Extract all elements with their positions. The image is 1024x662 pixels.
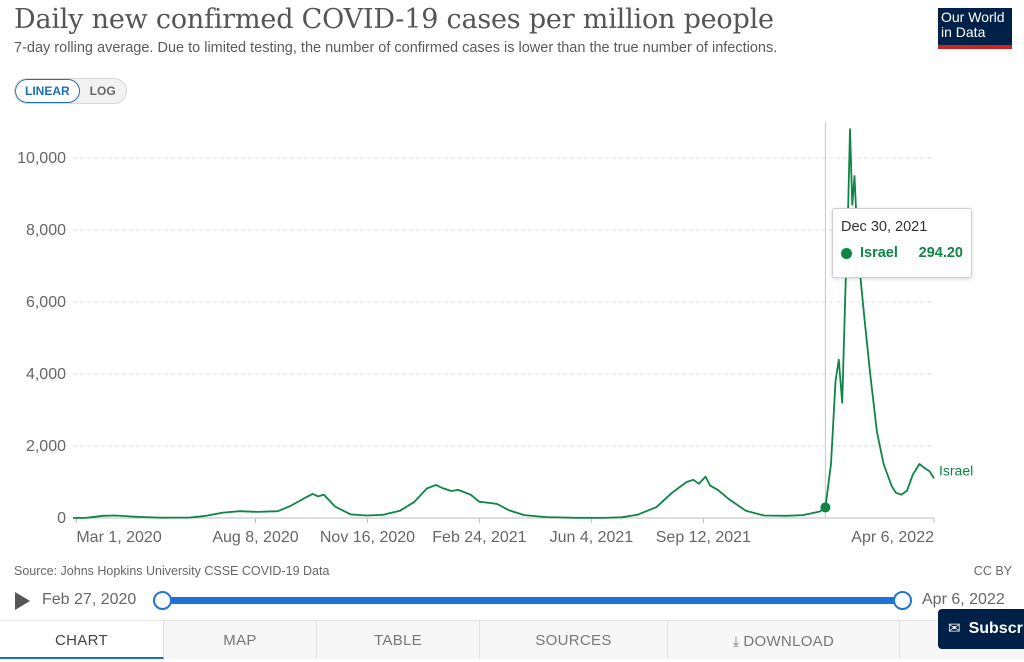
timeline-end-handle[interactable]: [893, 591, 912, 610]
tooltip-series-dot: [841, 247, 852, 259]
timeline-start-handle[interactable]: [153, 591, 172, 610]
mail-icon: ✉: [948, 620, 961, 637]
series-label-israel: Israel: [939, 462, 973, 478]
series-line-israel: [72, 128, 935, 519]
y-gridlines: [73, 157, 934, 519]
play-icon[interactable]: [15, 592, 30, 610]
tooltip-row: Israel 294.20: [841, 245, 963, 261]
y-tick-label: 0: [57, 510, 66, 527]
tab-download-label: DOWNLOAD: [743, 633, 835, 650]
x-tick-label: Jun 4, 2021: [550, 529, 634, 546]
highlight-point: [820, 502, 831, 513]
tab-map[interactable]: MAP: [164, 621, 317, 659]
log-scale-button[interactable]: LOG: [89, 84, 116, 98]
line-chart[interactable]: 0 2,000 4,000 6,000 8,000 10,000 Mar 1, 2020 A…: [0, 110, 1024, 550]
logo-line-2: in Data: [941, 24, 986, 40]
subscribe-label: Subscribe: [968, 620, 1024, 637]
x-tick-label: Apr 6, 2022: [851, 529, 934, 546]
tooltip-value: 294.20: [918, 245, 963, 261]
hover-tooltip: Dec 30, 2021 Israel 294.20: [832, 208, 972, 278]
y-tick-label: 8,000: [26, 222, 66, 239]
x-tick-label: Aug 8, 2020: [212, 529, 298, 546]
x-axis-tick-labels: Mar 1, 2020 Aug 8, 2020 Nov 16, 2020 Feb 24…: [75, 518, 935, 546]
tab-table[interactable]: TABLE: [317, 621, 480, 659]
source-link[interactable]: Source: Johns Hopkins University CSSE CO…: [14, 564, 330, 578]
logo-line-1: Our World: [941, 9, 1005, 25]
linear-scale-button[interactable]: LINEAR: [15, 79, 80, 103]
tab-bar: CHART MAP TABLE SOURCES ⤓ DOWNLOAD: [0, 620, 1024, 659]
tab-chart[interactable]: CHART: [0, 621, 164, 659]
chart-title: Daily new confirmed COVID-19 cases per m…: [14, 4, 774, 35]
x-tick-label: Nov 16, 2020: [320, 529, 415, 546]
x-tick-label: Feb 24, 2021: [432, 529, 526, 546]
scale-toggle: LINEAR LOG: [14, 78, 127, 104]
tooltip-date: Dec 30, 2021: [841, 219, 928, 235]
timeline-start-label: Feb 27, 2020: [42, 591, 137, 608]
y-axis-tick-labels: 0 2,000 4,000 6,000 8,000 10,000: [17, 150, 66, 527]
tab-sources[interactable]: SOURCES: [480, 621, 668, 659]
tooltip-series-name: Israel: [860, 245, 898, 261]
y-tick-label: 2,000: [26, 438, 66, 455]
download-icon: ⤓: [732, 633, 740, 649]
license-link[interactable]: CC BY: [973, 564, 1012, 578]
timeline: Feb 27, 2020 Apr 6, 2022: [0, 588, 1024, 614]
x-tick-label: Sep 12, 2021: [656, 529, 751, 546]
y-tick-label: 4,000: [26, 366, 66, 383]
y-tick-label: 10,000: [17, 150, 66, 167]
x-tick-label: Mar 1, 2020: [76, 529, 161, 546]
tab-download[interactable]: ⤓ DOWNLOAD: [668, 621, 900, 659]
timeline-end-label: Apr 6, 2022: [922, 591, 1005, 608]
timeline-track[interactable]: [162, 597, 902, 604]
y-tick-label: 6,000: [26, 294, 66, 311]
subscribe-button[interactable]: ✉ Subscribe: [938, 609, 1024, 649]
owid-logo[interactable]: Our World in Data: [938, 8, 1012, 49]
chart-subtitle: 7-day rolling average. Due to limited te…: [14, 40, 778, 56]
